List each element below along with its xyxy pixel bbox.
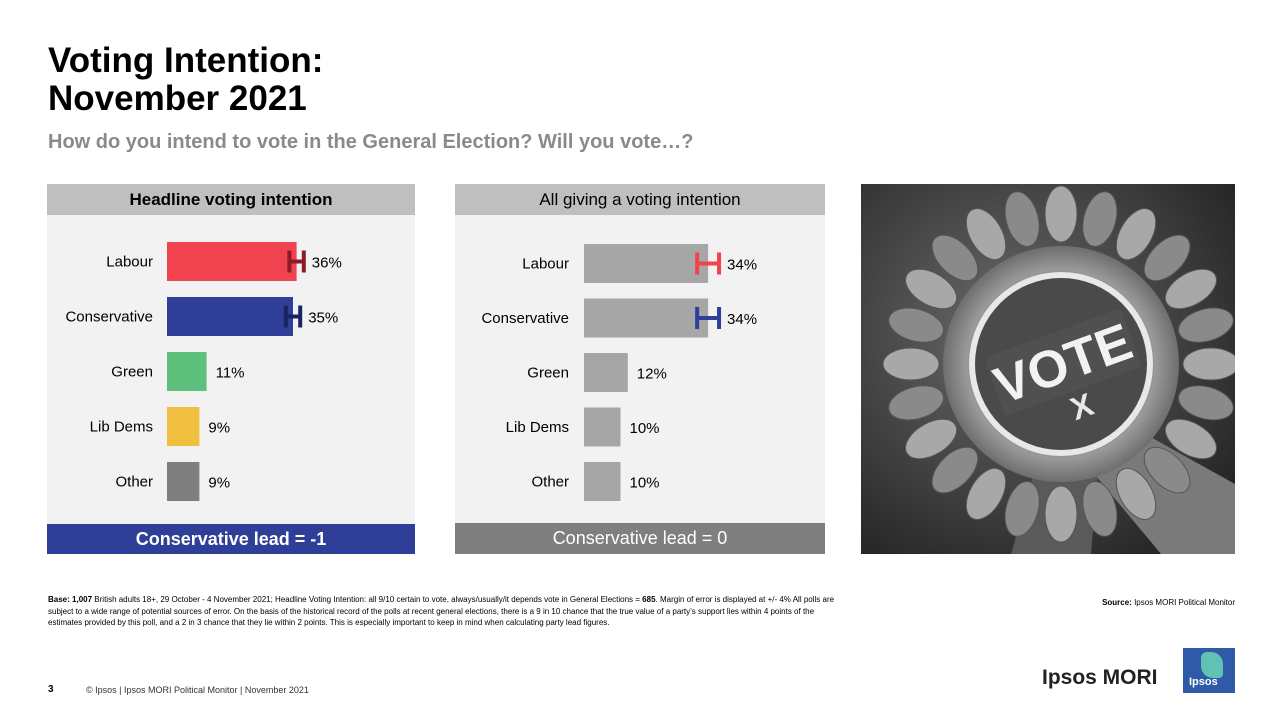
value-label-lib-dems: 10%	[630, 420, 660, 437]
all-giving-intention-panel: All giving a voting intention Labour 34% C…	[455, 184, 825, 554]
bar-lib-dems	[584, 407, 621, 447]
rosette-frill	[931, 234, 979, 282]
category-label-lib-dems: Lib Dems	[506, 419, 569, 436]
rosette-frill	[1004, 481, 1040, 537]
page-number: 3	[48, 684, 54, 695]
rosette-frill	[965, 467, 1007, 520]
bar-labour	[584, 244, 709, 283]
rosette-frill	[882, 347, 940, 381]
category-label-conservative: Conservative	[65, 309, 153, 326]
logo-text: Ipsos	[1189, 676, 1218, 688]
question-subtitle: How do you intend to vote in the General…	[48, 131, 694, 153]
rosette-frill	[1143, 446, 1191, 494]
value-label-conservative: 35%	[308, 310, 338, 327]
title-line-1: Voting Intention:	[48, 41, 324, 80]
category-label-other: Other	[115, 474, 153, 491]
all-giving-lead-footer: Conservative lead = 0	[455, 523, 825, 554]
page-title: Voting Intention: November 2021	[48, 42, 323, 118]
brand-wordmark: Ipsos MORI	[1042, 666, 1158, 689]
headline-n: 685	[642, 595, 656, 604]
error-bar-labour	[287, 250, 306, 273]
value-label-other: 9%	[208, 475, 230, 492]
rosette-frill	[1115, 467, 1157, 520]
category-label-other: Other	[531, 474, 569, 491]
value-label-other: 10%	[630, 475, 660, 492]
title-line-2: November 2021	[48, 79, 307, 118]
bar-green	[584, 353, 628, 392]
category-label-conservative: Conservative	[481, 310, 569, 327]
category-label-green: Green	[111, 364, 153, 381]
rosette-frill	[905, 418, 958, 460]
rosette-frill	[1164, 268, 1217, 310]
source-note: Source: Ipsos MORI Political Monitor	[1040, 598, 1235, 607]
headline-voting-intention-panel: Headline voting intention Labour 36% Conse…	[47, 184, 415, 554]
base-label: Base:	[48, 595, 70, 604]
rosette-frill	[905, 268, 958, 310]
source-label: Source:	[1102, 598, 1132, 607]
value-label-lib-dems: 9%	[208, 420, 230, 437]
rosette-frill	[1182, 347, 1235, 381]
value-label-green: 12%	[637, 366, 667, 383]
category-label-lib-dems: Lib Dems	[90, 419, 153, 436]
rosette-illustration: VOTE X	[861, 184, 1235, 554]
copyright: © Ipsos | Ipsos MORI Political Monitor |…	[86, 685, 309, 695]
all-giving-bar-chart: Labour 34% Conservative 34% Green 12% Lib Dems…	[481, 244, 757, 501]
bar-other	[584, 462, 621, 501]
value-label-conservative: 34%	[727, 311, 757, 328]
rosette-frill	[1115, 208, 1157, 261]
rosette-frill	[1044, 185, 1078, 243]
footnote: Base: 1,007 British adults 18+, 29 Octob…	[48, 594, 838, 629]
headline-bar-chart: Labour 36% Conservative 35% Green 11% Lib Dems…	[65, 242, 342, 501]
value-label-green: 11%	[216, 365, 245, 382]
base-n: 1,007	[72, 595, 93, 604]
rosette-frill	[1004, 191, 1040, 247]
rosette-frill	[965, 208, 1007, 261]
value-label-labour: 34%	[727, 257, 757, 274]
rosette-frill	[888, 385, 944, 421]
rosette-frill	[1082, 481, 1118, 537]
rosette-frill	[931, 446, 979, 494]
footnote-text-2: . Margin of error is displayed at +/- 4%…	[48, 595, 835, 627]
bar-labour	[167, 242, 297, 281]
error-bar-conservative	[283, 305, 303, 328]
footnote-text-1: British adults 18+, 29 October - 4 Novem…	[92, 595, 643, 604]
headline-lead-footer: Conservative lead = -1	[47, 524, 415, 554]
bar-conservative	[167, 297, 293, 336]
bar-lib-dems	[167, 407, 200, 446]
bar-conservative	[584, 298, 709, 338]
error-bar-labour	[695, 252, 722, 275]
value-label-labour: 36%	[312, 255, 342, 272]
category-label-green: Green	[527, 365, 569, 382]
error-bar-conservative	[695, 307, 722, 329]
rosette-frill	[1178, 307, 1234, 343]
source-text: Ipsos MORI Political Monitor	[1131, 598, 1235, 607]
ipsos-logo: Ipsos	[1183, 648, 1235, 693]
category-label-labour: Labour	[522, 256, 569, 273]
rosette-frill	[888, 307, 944, 343]
vote-rosette-photo: VOTE X	[861, 184, 1235, 554]
bar-green	[167, 352, 207, 391]
rosette-frill	[1143, 234, 1191, 282]
rosette-frill	[1082, 191, 1118, 247]
rosette-frill	[1178, 385, 1234, 421]
rosette-frill	[1044, 485, 1078, 543]
bar-other	[167, 462, 200, 501]
category-label-labour: Labour	[106, 254, 153, 271]
headline-panel-header: Headline voting intention	[47, 184, 415, 215]
all-giving-panel-header: All giving a voting intention	[455, 184, 825, 215]
logo-shape	[1201, 652, 1223, 678]
rosette-frill	[1164, 418, 1217, 460]
